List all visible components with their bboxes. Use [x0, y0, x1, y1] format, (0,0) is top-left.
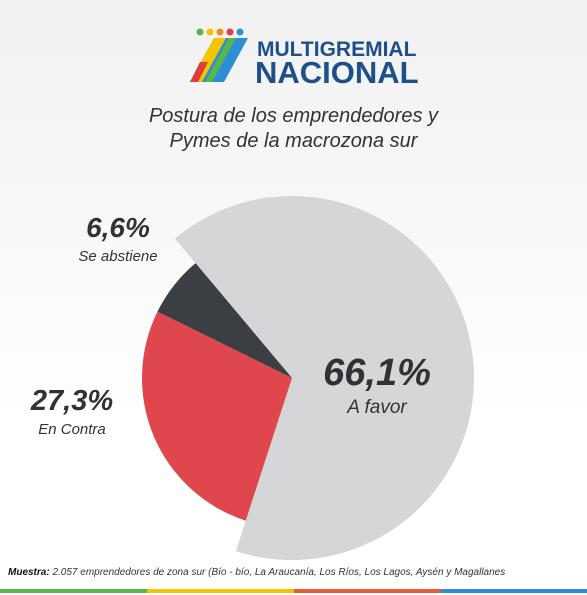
logo-icon [190, 28, 248, 82]
value-label: 6,6% [86, 212, 150, 243]
logo-line2: NACIONAL [255, 55, 419, 90]
pie-slice [142, 311, 292, 521]
category-label: A favor [346, 397, 407, 418]
chart-title: Postura de los emprendedores y Pymes de … [148, 105, 439, 152]
category-label: En Contra [38, 421, 106, 438]
footer: Muestra: 2.057 emprendedores de zona sur… [8, 567, 587, 578]
pie-slice [175, 196, 474, 560]
footer-label: Muestra: [8, 567, 50, 578]
category-label: Se abstiene [78, 248, 157, 265]
bottom-stripe [0, 589, 587, 593]
value-label: 66,1% [323, 352, 431, 394]
footer-text: 2.057 emprendedores de zona sur (Bío - b… [52, 567, 506, 578]
logo-line1: MULTIGREMIAL [257, 38, 417, 61]
value-label: 27,3% [30, 385, 113, 417]
pie-slice [157, 263, 292, 378]
